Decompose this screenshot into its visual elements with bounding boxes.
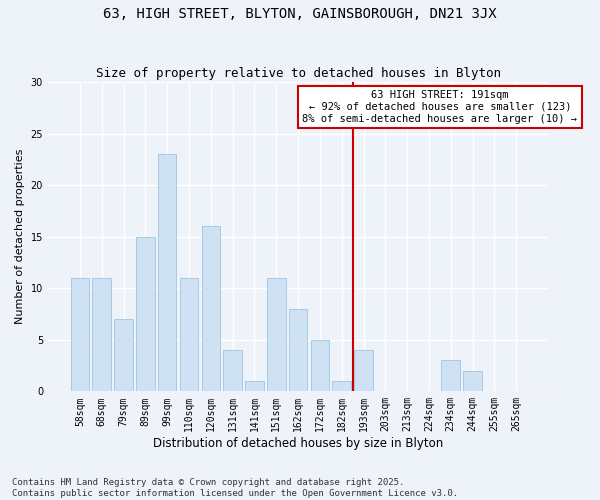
Bar bbox=[245, 381, 264, 392]
Bar bbox=[442, 360, 460, 392]
Bar bbox=[354, 350, 373, 392]
Bar bbox=[223, 350, 242, 392]
Bar bbox=[71, 278, 89, 392]
Bar bbox=[289, 309, 307, 392]
Text: 63, HIGH STREET, BLYTON, GAINSBOROUGH, DN21 3JX: 63, HIGH STREET, BLYTON, GAINSBOROUGH, D… bbox=[103, 8, 497, 22]
Bar bbox=[92, 278, 111, 392]
Text: 63 HIGH STREET: 191sqm
← 92% of detached houses are smaller (123)
8% of semi-det: 63 HIGH STREET: 191sqm ← 92% of detached… bbox=[302, 90, 577, 124]
X-axis label: Distribution of detached houses by size in Blyton: Distribution of detached houses by size … bbox=[153, 437, 443, 450]
Text: Contains HM Land Registry data © Crown copyright and database right 2025.
Contai: Contains HM Land Registry data © Crown c… bbox=[12, 478, 458, 498]
Bar bbox=[311, 340, 329, 392]
Bar bbox=[332, 381, 351, 392]
Title: Size of property relative to detached houses in Blyton: Size of property relative to detached ho… bbox=[95, 66, 500, 80]
Bar bbox=[267, 278, 286, 392]
Bar bbox=[136, 236, 155, 392]
Bar bbox=[463, 370, 482, 392]
Bar bbox=[202, 226, 220, 392]
Bar bbox=[158, 154, 176, 392]
Y-axis label: Number of detached properties: Number of detached properties bbox=[15, 149, 25, 324]
Bar bbox=[114, 319, 133, 392]
Bar bbox=[180, 278, 198, 392]
